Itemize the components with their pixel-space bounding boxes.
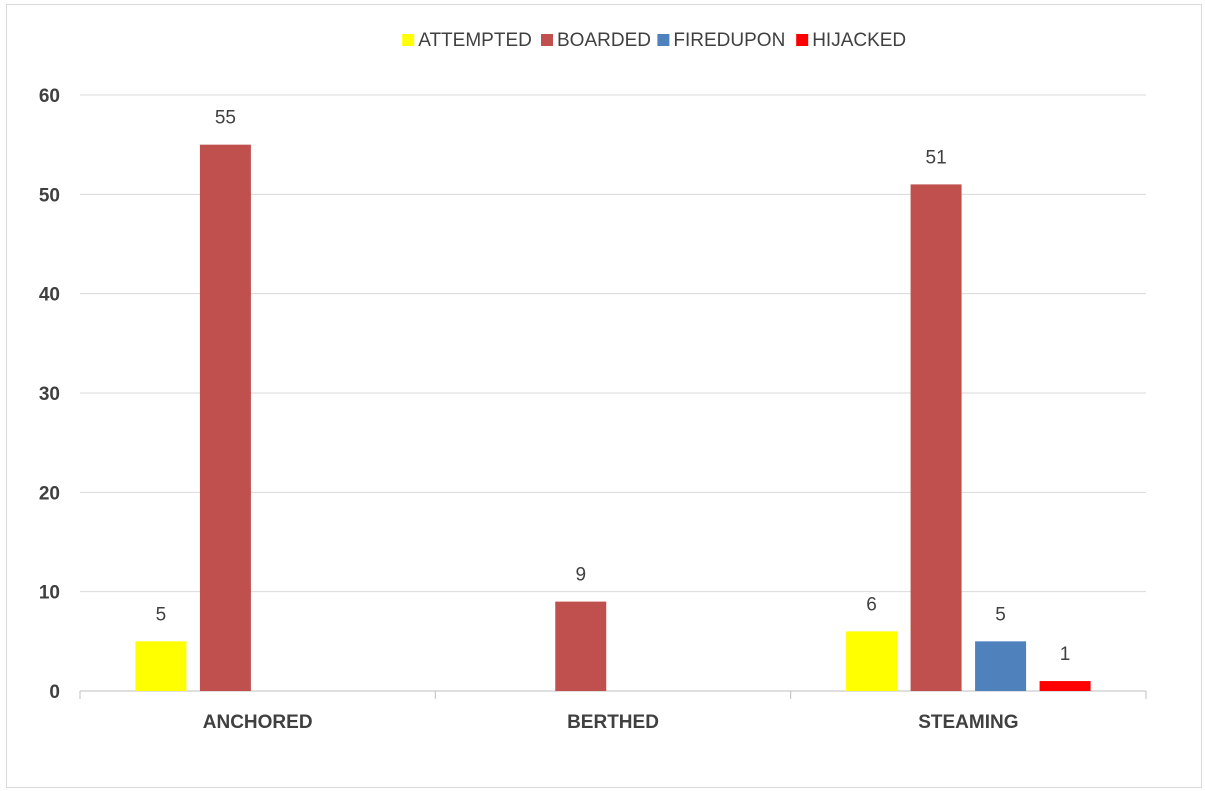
legend-label-hijacked: HIJACKED [812, 30, 906, 51]
legend-swatch-firedupon [657, 34, 670, 46]
gridlines [80, 94, 1146, 593]
y-axis-ticks: 0 10 20 30 40 50 60 [39, 86, 60, 703]
x-axis: ANCHORED BERTHED STEAMING [79, 690, 1147, 733]
x-tick-label-anchored: ANCHORED [203, 712, 313, 733]
data-label-anchored-attempted: 5 [156, 604, 167, 625]
bar-steaming-firedupon [975, 641, 1027, 691]
bar-anchored-attempted [135, 641, 187, 691]
data-label-steaming-boarded: 51 [926, 147, 947, 168]
bar-steaming-attempted [846, 631, 898, 691]
bar-steaming-boarded [910, 184, 962, 691]
y-tick-label-60: 60 [39, 86, 60, 107]
legend-label-boarded: BOARDED [557, 30, 651, 51]
legend-swatch-boarded [541, 34, 553, 46]
legend-label-attempted: ATTEMPTED [418, 30, 532, 51]
y-tick-label-20: 20 [39, 483, 60, 504]
data-label-steaming-attempted: 6 [866, 594, 877, 615]
data-label-steaming-firedupon: 5 [995, 604, 1006, 625]
legend: ATTEMPTED BOARDED FIREDUPON HIJACKED [402, 30, 906, 51]
bar-steaming-hijacked [1039, 681, 1091, 691]
y-tick-label-50: 50 [39, 185, 60, 206]
data-label-berthed-boarded: 9 [575, 565, 586, 586]
bar-berthed-boarded [555, 601, 607, 691]
y-tick-label-30: 30 [39, 384, 60, 405]
bars [135, 144, 1091, 691]
data-label-steaming-hijacked: 1 [1060, 644, 1071, 665]
x-tick-label-steaming: STEAMING [918, 712, 1018, 733]
x-tick-label-berthed: BERTHED [567, 712, 659, 733]
y-tick-label-10: 10 [39, 583, 60, 604]
legend-swatch-hijacked [796, 34, 809, 46]
legend-swatch-attempted [402, 34, 415, 46]
data-label-anchored-boarded: 55 [215, 108, 236, 129]
legend-label-firedupon: FIREDUPON [673, 30, 785, 51]
y-tick-label-0: 0 [49, 682, 60, 703]
bar-anchored-boarded [199, 144, 251, 691]
y-tick-label-40: 40 [39, 285, 60, 306]
